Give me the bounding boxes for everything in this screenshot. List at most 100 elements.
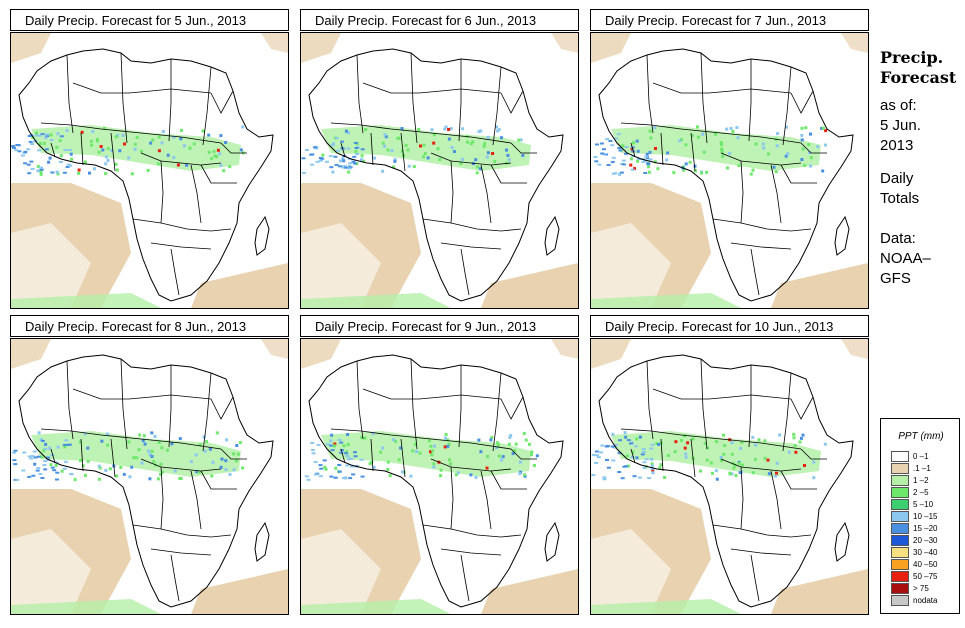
precip-cell	[636, 159, 640, 163]
country-border	[120, 52, 128, 144]
precip-cell	[304, 149, 309, 151]
precip-cell	[386, 460, 390, 464]
rain-band	[11, 599, 161, 614]
precip-cell	[38, 473, 43, 475]
precip-cell	[709, 461, 713, 465]
precip-cell	[185, 163, 189, 167]
country-border	[40, 428, 222, 450]
precip-cell	[762, 146, 766, 150]
precip-cell	[56, 172, 60, 176]
precip-cell	[479, 129, 483, 133]
precip-cell	[37, 431, 41, 435]
precip-cell	[446, 438, 450, 442]
precip-cell	[304, 475, 309, 478]
precip-cell	[431, 449, 435, 453]
precip-cell	[489, 438, 493, 442]
precip-cell	[334, 466, 338, 470]
precip-cell	[606, 466, 611, 469]
precip-cell	[346, 147, 351, 150]
precip-cell	[159, 462, 163, 466]
country-border	[730, 548, 792, 556]
precip-cell	[215, 155, 219, 159]
sand-area	[191, 263, 288, 308]
precip-cell	[114, 135, 118, 139]
precip-cell	[397, 458, 401, 462]
precip-cell	[49, 139, 54, 142]
precip-cell	[35, 131, 38, 135]
precip-cell	[176, 163, 180, 167]
precip-cell	[507, 442, 511, 446]
precip-cell	[383, 133, 387, 137]
precip-cell	[501, 455, 505, 459]
precip-cell	[633, 167, 636, 171]
precip-cell	[438, 158, 442, 161]
precip-cell	[349, 457, 354, 460]
precip-cell	[11, 145, 16, 148]
precip-cell	[13, 463, 18, 466]
precip-cell	[355, 153, 360, 155]
precip-cell	[128, 475, 132, 479]
precip-cell	[659, 463, 663, 467]
precip-cell	[486, 135, 490, 139]
precip-cell	[640, 453, 645, 456]
country-border	[400, 132, 406, 172]
precip-cell	[518, 472, 522, 476]
precip-cell	[617, 147, 622, 150]
precip-cell	[643, 172, 648, 174]
precip-cell	[427, 439, 431, 443]
precip-cell	[432, 462, 436, 466]
precip-cell	[719, 141, 723, 144]
precip-cell	[331, 142, 335, 146]
precip-cell	[444, 433, 448, 437]
precip-cell	[39, 166, 43, 169]
precip-cell	[345, 464, 350, 467]
forecast-map-5	[300, 338, 579, 615]
country-border	[340, 448, 346, 464]
precip-cell	[430, 128, 434, 132]
precip-cell	[219, 134, 223, 138]
precip-cell	[680, 138, 683, 142]
precip-cell	[310, 449, 315, 451]
country-border	[110, 132, 116, 172]
precip-cell	[135, 456, 139, 460]
precip-cell	[447, 137, 451, 141]
precip-cell	[77, 171, 81, 175]
precip-cell	[236, 452, 240, 456]
precip-cell	[350, 465, 354, 468]
precip-cell	[54, 463, 58, 467]
precip-cell	[648, 129, 652, 133]
precip-cell	[36, 455, 41, 458]
precip-cell	[12, 451, 16, 454]
precip-cell	[218, 152, 222, 156]
country-border	[150, 242, 212, 250]
country-border	[510, 142, 537, 154]
precip-cell	[650, 462, 654, 466]
precip-cell	[340, 140, 344, 143]
country-border	[720, 152, 802, 166]
precip-cell	[150, 455, 154, 458]
country-border	[712, 524, 812, 538]
precip-cell	[65, 166, 70, 168]
precip-cell	[821, 126, 825, 130]
precip-cell	[118, 149, 122, 153]
rain-band	[11, 293, 161, 308]
legend-label: 15 –20	[913, 524, 938, 533]
precip-cell	[224, 141, 228, 144]
precip-cell	[447, 442, 451, 446]
data-source-text: Data: NOAA– GFS	[880, 229, 931, 289]
country-border	[720, 458, 802, 472]
country-border	[490, 164, 527, 184]
precip-cell	[342, 159, 346, 163]
legend-label: 5 –10	[913, 500, 934, 509]
country-border	[170, 248, 180, 296]
country-border	[490, 470, 527, 490]
precip-cell	[157, 149, 161, 153]
panel-title-6: Daily Precip. Forecast for 10 Jun., 2013	[590, 315, 869, 337]
precip-cell	[605, 445, 610, 447]
precip-cell	[411, 449, 415, 453]
country-border	[168, 59, 172, 142]
precip-cell	[14, 149, 19, 152]
precip-cell	[140, 461, 144, 465]
precip-cell	[493, 160, 497, 163]
precip-cell	[444, 125, 448, 129]
